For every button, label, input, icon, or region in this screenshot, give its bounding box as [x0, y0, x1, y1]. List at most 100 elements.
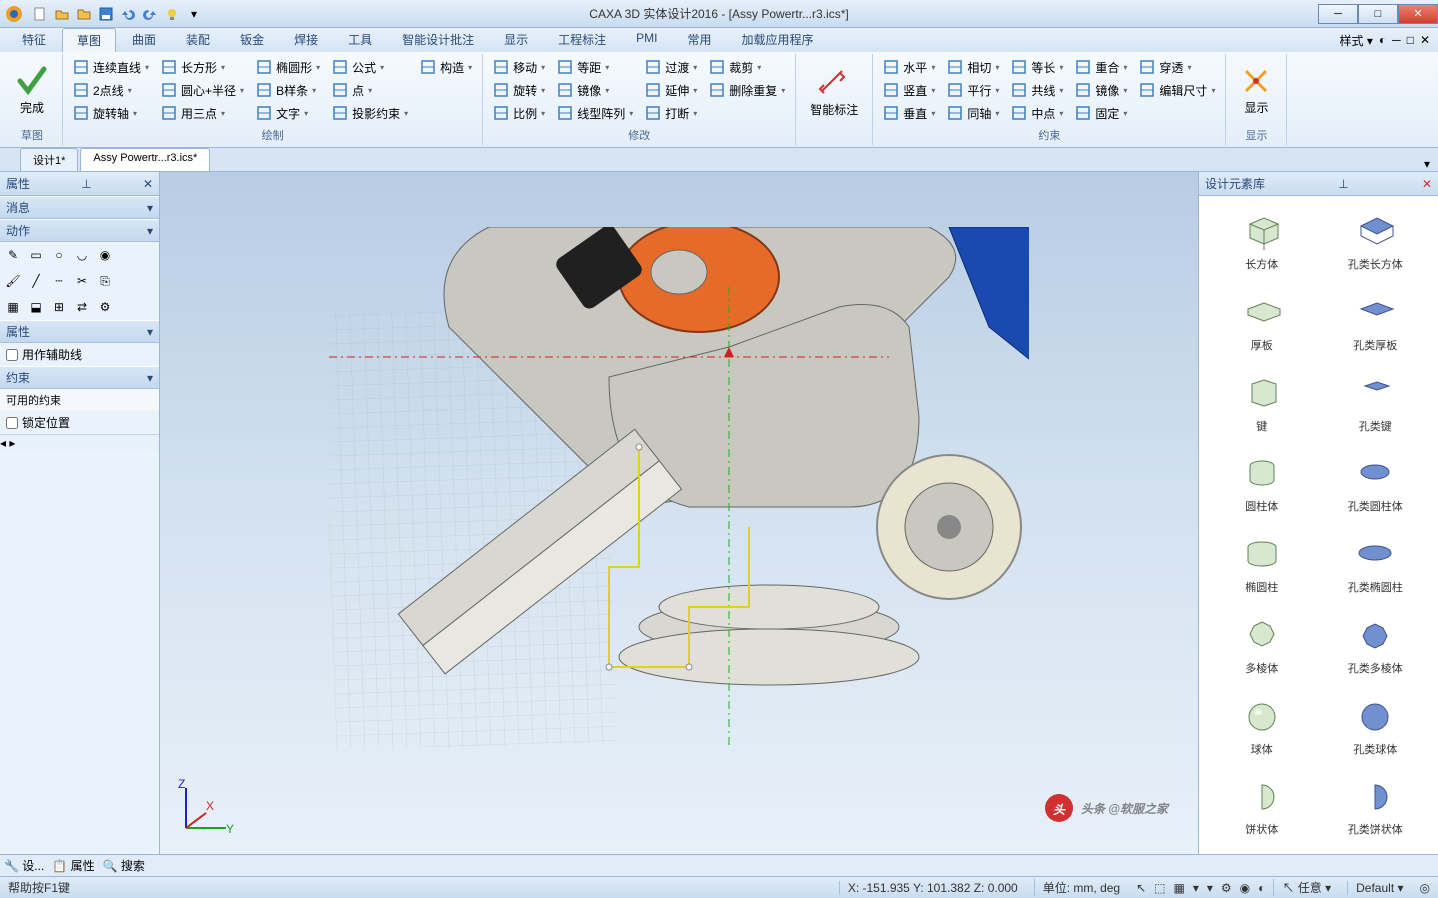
ribbon-btn[interactable]: 等距 ▾ — [553, 56, 637, 78]
ribbon-btn[interactable]: 平行 ▾ — [943, 79, 1003, 101]
menu-tab-5[interactable]: 焊接 — [280, 28, 332, 52]
tool-settings-icon[interactable]: ⚙ — [95, 297, 115, 317]
tool-fill-icon[interactable]: ◉ — [95, 245, 115, 265]
menu-tab-8[interactable]: 显示 — [490, 28, 542, 52]
ribbon-btn[interactable]: 旋转 ▾ — [489, 79, 549, 101]
menu-tab-4[interactable]: 钣金 — [226, 28, 278, 52]
ribbon-btn[interactable]: 编辑尺寸 ▾ — [1135, 79, 1219, 101]
qat-open-icon[interactable] — [54, 6, 70, 22]
qat-save-icon[interactable] — [98, 6, 114, 22]
status-shade-icon[interactable]: ◐ — [1258, 881, 1265, 895]
mdi-close-icon[interactable]: ✕ — [1420, 33, 1430, 47]
ribbon-btn[interactable]: 镜像 ▾ — [1071, 79, 1131, 101]
tool-dash-icon[interactable]: ┄ — [49, 271, 69, 291]
menu-tab-7[interactable]: 智能设计批注 — [388, 28, 488, 52]
ribbon-btn[interactable]: 长方形 ▾ — [157, 56, 248, 78]
tool-link-icon[interactable]: ⇄ — [72, 297, 92, 317]
panel-close-icon[interactable]: ✕ — [143, 177, 153, 191]
library-item[interactable]: 多棱体 — [1207, 608, 1317, 685]
ribbon-btn[interactable]: 投影约束 ▾ — [328, 102, 412, 124]
section-constraint[interactable]: 约束▾ — [0, 366, 159, 389]
ribbon-btn[interactable]: B样条 ▾ — [252, 79, 324, 101]
library-item[interactable]: 饼状体 — [1207, 769, 1317, 846]
qat-folder-icon[interactable] — [76, 6, 92, 22]
library-pin-icon[interactable]: ⊥ — [1338, 177, 1348, 191]
library-item[interactable]: 孔类椭圆柱 — [1321, 527, 1431, 604]
ribbon-btn[interactable]: 文字 ▾ — [252, 102, 324, 124]
minimize-button[interactable]: ─ — [1318, 4, 1358, 24]
tool-box-icon[interactable]: ▦ — [3, 297, 23, 317]
ribbon-btn[interactable]: 相切 ▾ — [943, 56, 1003, 78]
ribbon-btn[interactable]: 裁剪 ▾ — [705, 56, 789, 78]
tool-copy-icon[interactable]: ⎘ — [95, 271, 115, 291]
tool-circle-icon[interactable]: ○ — [49, 245, 69, 265]
ribbon-btn[interactable]: 打断 ▾ — [641, 102, 701, 124]
ribbon-btn[interactable]: 过渡 ▾ — [641, 56, 701, 78]
library-close-icon[interactable]: ✕ — [1422, 177, 1432, 191]
pin-icon[interactable]: ⊥ — [81, 177, 91, 191]
help-icon[interactable]: ◐ — [1379, 33, 1386, 47]
menu-tab-10[interactable]: PMI — [622, 28, 671, 52]
menu-tab-9[interactable]: 工程标注 — [544, 28, 620, 52]
ribbon-btn[interactable]: 比例 ▾ — [489, 102, 549, 124]
finish-button[interactable]: 完成 — [8, 56, 56, 125]
qat-redo-icon[interactable] — [142, 6, 158, 22]
status-select-icon[interactable]: ⬚ — [1154, 881, 1165, 895]
tool-group-icon[interactable]: ⊞ — [49, 297, 69, 317]
menu-tab-3[interactable]: 装配 — [172, 28, 224, 52]
maximize-button[interactable]: □ — [1358, 4, 1398, 24]
display-button[interactable]: 显示 — [1232, 56, 1280, 125]
section-action[interactable]: 动作▾ — [0, 219, 159, 242]
library-item[interactable]: 孔类饼状体 — [1321, 769, 1431, 846]
ribbon-btn[interactable]: 共线 ▾ — [1007, 79, 1067, 101]
smart-dim-button[interactable]: 智能标注 — [802, 56, 866, 129]
ribbon-btn[interactable]: 圆心+半径 ▾ — [157, 79, 248, 101]
tool-cut-icon[interactable]: ✂ — [72, 271, 92, 291]
mdi-min-icon[interactable]: ─ — [1392, 33, 1401, 47]
section-message[interactable]: 消息▾ — [0, 196, 159, 219]
library-item[interactable]: 孔类键 — [1321, 366, 1431, 443]
menu-tab-1[interactable]: 草图 — [62, 28, 116, 52]
qat-new-icon[interactable] — [32, 6, 48, 22]
doc-tab-1[interactable]: Assy Powertr...r3.ics* — [80, 148, 210, 171]
status-compass-icon[interactable]: ◎ — [1420, 881, 1430, 895]
library-item[interactable]: 厚板 — [1207, 285, 1317, 362]
library-item[interactable]: 球体 — [1207, 689, 1317, 766]
bottom-tab-props[interactable]: 📋 属性 — [52, 857, 94, 874]
mdi-max-icon[interactable]: □ — [1407, 33, 1414, 47]
tool-brush-icon[interactable]: 🖌 — [3, 271, 23, 291]
ribbon-btn[interactable]: 中点 ▾ — [1007, 102, 1067, 124]
library-item[interactable]: 长方体 — [1207, 204, 1317, 281]
viewport[interactable]: ZYX 头 头条 @软服之家 — [160, 172, 1198, 854]
menu-tab-11[interactable]: 常用 — [674, 28, 726, 52]
ribbon-btn[interactable]: 镜像 ▾ — [553, 79, 637, 101]
tool-car-icon[interactable]: ⬓ — [26, 297, 46, 317]
ribbon-btn[interactable]: 穿透 ▾ — [1135, 56, 1219, 78]
menu-tab-6[interactable]: 工具 — [334, 28, 386, 52]
ribbon-btn[interactable]: 用三点 ▾ — [157, 102, 248, 124]
doc-tabs-dropdown-icon[interactable]: ▾ — [1424, 157, 1430, 171]
ribbon-btn[interactable]: 构造 ▾ — [416, 56, 476, 78]
bottom-tab-search[interactable]: 🔍 搜索 — [103, 857, 145, 874]
menu-tab-12[interactable]: 加载应用程序 — [728, 28, 828, 52]
library-item[interactable]: 圆柱体 — [1207, 446, 1317, 523]
ribbon-btn[interactable]: 同轴 ▾ — [943, 102, 1003, 124]
qat-undo-icon[interactable] — [120, 6, 136, 22]
ribbon-btn[interactable]: 椭圆形 ▾ — [252, 56, 324, 78]
status-drop2-icon[interactable]: ▾ — [1207, 881, 1213, 895]
doc-tab-0[interactable]: 设计1* — [20, 148, 78, 171]
ribbon-btn[interactable]: 连续直线 ▾ — [69, 56, 153, 78]
ribbon-btn[interactable]: 延伸 ▾ — [641, 79, 701, 101]
ribbon-btn[interactable]: 删除重复 ▾ — [705, 79, 789, 101]
qat-dropdown-icon[interactable]: ▾ — [186, 6, 202, 22]
library-item[interactable]: 键 — [1207, 366, 1317, 443]
ribbon-btn[interactable]: 移动 ▾ — [489, 56, 549, 78]
library-item[interactable]: 孔类圆柱体 — [1321, 446, 1431, 523]
menu-tab-0[interactable]: 特征 — [8, 28, 60, 52]
ribbon-btn[interactable]: 垂直 ▾ — [879, 102, 939, 124]
ribbon-btn[interactable]: 水平 ▾ — [879, 56, 939, 78]
status-drop1-icon[interactable]: ▾ — [1193, 881, 1199, 895]
tool-pencil-icon[interactable]: ✎ — [3, 245, 23, 265]
lock-pos-checkbox[interactable] — [6, 417, 18, 429]
ribbon-btn[interactable]: 旋转轴 ▾ — [69, 102, 153, 124]
